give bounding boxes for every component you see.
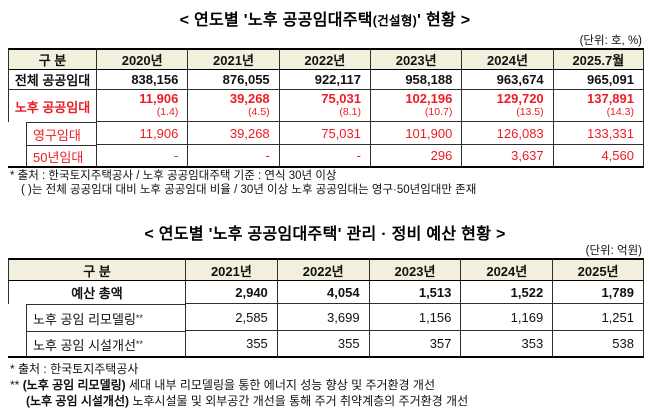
t1-permanent-value: 133,331 <box>552 122 644 145</box>
t1-50yr-value: 296 <box>370 145 462 168</box>
t1-old-value: 102,196 (10.7) <box>370 90 462 122</box>
t1-permanent-value: 39,268 <box>187 122 279 145</box>
t1-header-2024: 2024년 <box>461 48 553 70</box>
t1-50yr-value: - <box>187 145 279 168</box>
t1-header-2023: 2023년 <box>370 48 462 70</box>
table1-title-prefix: < 연도별 '노후 공공임대주택 <box>179 12 373 29</box>
table1-status: 구 분 2020년 2021년 2022년 2023년 2024년 2025.7… <box>8 48 644 168</box>
table1-title-suffix: ' 현황 > <box>417 12 471 29</box>
t1-old-ratio: (13.5) <box>516 105 544 118</box>
t2-note-source: * 출처 : 한국토지주택공사 <box>10 362 139 376</box>
t1-50yr-value: - <box>278 145 370 168</box>
t1-total-value: 958,188 <box>370 70 462 90</box>
t1-total-value: 876,055 <box>187 70 279 90</box>
t2-facility-value: 357 <box>368 331 461 358</box>
table1-unit-label: (단위: 호, %) <box>579 35 642 47</box>
t1-old-ratio: (10.7) <box>424 105 453 118</box>
table2-title: < 연도별 '노후 공공임대주택' 관리 · 정비 예산 현황 > <box>144 226 506 243</box>
t2-header-2024: 2024년 <box>460 258 553 281</box>
t2-remodel-value: 2,585 <box>185 304 277 331</box>
t2-facility-label: 노후 공임 시설개선 ** <box>26 331 185 356</box>
t2-note-remodel-term: (노후 공임 리모델링) <box>22 378 126 392</box>
t1-header-gubun: 구 분 <box>8 48 96 70</box>
t2-note-facility-term: (노후 공임 시설개선) <box>26 394 129 408</box>
t2-remodel-label: 노후 공임 리모델링 ** <box>26 304 185 331</box>
table1-title-paren: (건설형) <box>372 14 418 28</box>
t1-total-value: 838,156 <box>96 70 188 90</box>
t2-facility-value: 355 <box>185 331 277 358</box>
t2-note-facility: (노후 공임 시설개선) 노후시설물 및 외부공간 개선을 통해 주거 취약계층… <box>26 394 469 408</box>
t1-total-value: 922,117 <box>278 70 370 90</box>
t1-50yr-value: - <box>96 145 188 168</box>
t2-remodel-value: 1,251 <box>552 304 644 331</box>
t2-total-label: 예산 총액 <box>8 281 185 304</box>
t1-note-source: * 출처 : 한국토지주택공사 / 노후 공공임대주택 기준 : 연식 30년 … <box>10 170 337 182</box>
t2-header-2025: 2025년 <box>552 258 644 281</box>
t1-old-ratio: (1.4) <box>156 105 179 118</box>
t1-total-label: 전체 공공임대 <box>8 70 96 90</box>
t2-remodel-value: 3,699 <box>276 304 369 331</box>
t1-old-value: 11,906 (1.4) <box>96 90 188 122</box>
t2-note-marker: ** <box>10 378 20 392</box>
t2-header-gubun: 구 분 <box>8 258 185 281</box>
table2-footnotes: * 출처 : 한국토지주택공사 ** (노후 공임 리모델링) 세대 내부 리모… <box>10 361 468 409</box>
t2-total-value: 1,789 <box>552 281 644 304</box>
t2-header-2022: 2022년 <box>276 258 369 281</box>
t1-header-2021: 2021년 <box>187 48 279 70</box>
t1-50yr-label-cell: 50년임대 <box>8 145 96 168</box>
t1-header-2020: 2020년 <box>96 48 188 70</box>
t2-facility-label-cell: 노후 공임 시설개선 ** <box>8 331 185 358</box>
t1-old-label: 노후 공공임대 <box>8 90 96 122</box>
t2-total-value: 2,940 <box>185 281 277 304</box>
t1-old-value: 39,268 (4.5) <box>187 90 279 122</box>
t2-total-value: 1,513 <box>368 281 461 304</box>
t1-permanent-value: 11,906 <box>96 122 188 145</box>
t1-old-ratio: (4.5) <box>248 105 270 118</box>
table1-footnotes: * 출처 : 한국토지주택공사 / 노후 공공임대주택 기준 : 연식 30년 … <box>10 170 476 197</box>
t1-old-ratio: (14.3) <box>606 105 634 118</box>
t2-total-value: 1,522 <box>460 281 553 304</box>
t2-note-remodel: ** (노후 공임 리모델링) 세대 내부 리모델링을 통한 에너지 성능 향상… <box>10 378 436 392</box>
t2-header-2023: 2023년 <box>368 258 461 281</box>
t1-permanent-value: 101,900 <box>370 122 462 145</box>
t1-total-value: 963,674 <box>461 70 553 90</box>
t2-facility-value: 538 <box>552 331 644 358</box>
t1-header-2025: 2025.7월 <box>552 48 644 70</box>
t1-old-ratio: (8.1) <box>339 105 361 118</box>
table2-budget: 구 분 2021년 2022년 2023년 2024년 2025년 예산 총액 … <box>8 258 644 358</box>
t1-old-value: 75,031 (8.1) <box>278 90 370 122</box>
t1-permanent-label-cell: 영구임대 <box>8 122 96 145</box>
t2-remodel-label-cell: 노후 공임 리모델링 ** <box>8 304 185 331</box>
table2-unit-label: (단위: 억원) <box>585 245 642 257</box>
t1-50yr-label: 50년임대 <box>26 145 96 166</box>
t2-remodel-value: 1,156 <box>368 304 461 331</box>
t1-permanent-label: 영구임대 <box>26 122 96 145</box>
t1-50yr-value: 4,560 <box>552 145 644 168</box>
t1-permanent-value: 75,031 <box>278 122 370 145</box>
t1-note-ratio: ( )는 전체 공공임대 대비 노후 공공임대 비율 / 30년 이상 노후 공… <box>21 183 477 196</box>
t2-facility-value: 353 <box>460 331 553 358</box>
t2-remodel-value: 1,169 <box>460 304 553 331</box>
t1-total-value: 965,091 <box>552 70 644 90</box>
t1-50yr-value: 3,637 <box>461 145 553 168</box>
t2-total-value: 4,054 <box>276 281 369 304</box>
t2-header-2021: 2021년 <box>185 258 277 281</box>
table1-title: < 연도별 '노후 공공임대주택(건설형)' 현황 > <box>0 6 650 30</box>
t1-old-value: 137,891 (14.3) <box>552 90 644 122</box>
t1-old-value: 129,720 (13.5) <box>461 90 553 122</box>
t1-permanent-value: 126,083 <box>461 122 553 145</box>
t2-facility-value: 355 <box>276 331 369 358</box>
t1-header-2022: 2022년 <box>278 48 370 70</box>
